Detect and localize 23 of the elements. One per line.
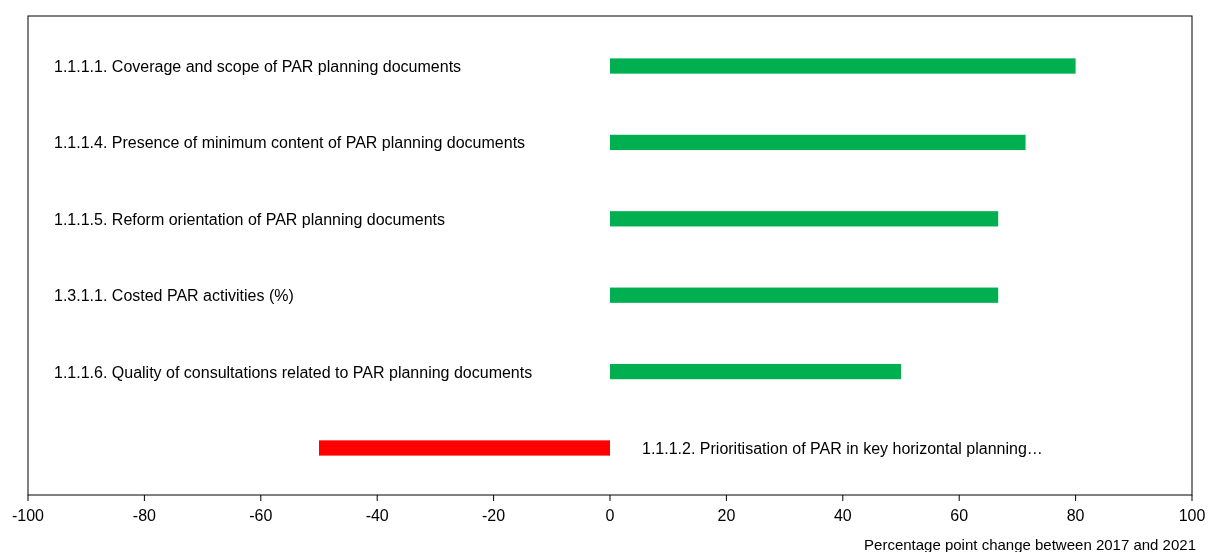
x-tick-label: -20 xyxy=(482,507,506,524)
y-tick-label: 1.3.1.1. Costed PAR activities (%) xyxy=(54,287,294,305)
x-tick-label: 20 xyxy=(717,507,736,524)
x-tick-label: 100 xyxy=(1178,507,1206,524)
bar xyxy=(610,58,1076,74)
x-tick-label: -40 xyxy=(365,507,389,524)
x-tick-label: 80 xyxy=(1066,507,1085,524)
y-tick-label: 1.1.1.1. Coverage and scope of PAR planning documents xyxy=(54,58,462,76)
bar xyxy=(610,287,999,303)
x-tick-label: -80 xyxy=(132,507,157,524)
bar xyxy=(319,440,610,456)
y-tick-label: 1.1.1.6. Quality of consultations related to PAR planning documents xyxy=(54,363,533,381)
x-tick-label: -100 xyxy=(11,507,45,524)
bar xyxy=(610,134,1026,151)
y-tick-label: 1.1.1.5. Reform orientation of PAR planning documents xyxy=(54,210,446,228)
bar xyxy=(610,211,999,227)
x-tick-label: 0 xyxy=(605,507,615,524)
y-tick-label: 1.1.1.4. Presence of minimum content of PAR planning documents xyxy=(54,134,526,152)
x-tick-label: 60 xyxy=(950,507,969,524)
x-tick-label: -60 xyxy=(249,507,273,524)
y-tick-label: 1.1.1.2. Prioritisation of PAR in key horizontal planning… xyxy=(642,439,1043,457)
x-tick-label: 40 xyxy=(833,507,852,524)
bar xyxy=(610,363,901,380)
